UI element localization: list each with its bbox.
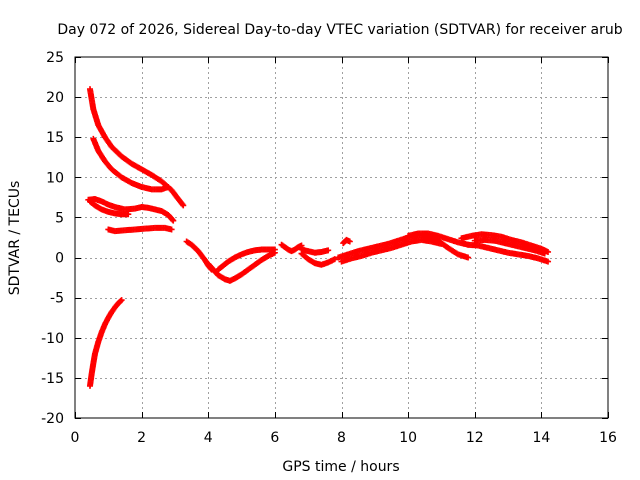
x-tick-label: 14 [532, 430, 550, 446]
data-series-track-6 [86, 297, 125, 389]
chart-title: Day 072 of 2026, Sidereal Day-to-day VTE… [57, 22, 622, 38]
x-tick-label: 2 [137, 430, 146, 446]
data-point [179, 201, 186, 208]
data-series-track-8 [205, 249, 278, 284]
data-series-track-14 [338, 236, 445, 265]
x-tick-labels: 0 2 4 6 8 10 12 14 16 [71, 430, 617, 446]
data-point [541, 250, 548, 257]
plot-frame [74, 56, 609, 419]
y-tick-label: 25 [46, 50, 64, 66]
y-tick-label: 20 [46, 90, 64, 106]
y-tick-label: 10 [46, 170, 64, 186]
grid-layer [75, 57, 608, 418]
x-axis-label: GPS time / hours [282, 459, 399, 475]
data-point [168, 226, 175, 233]
data-point [271, 246, 278, 253]
y-tick-label: 0 [55, 251, 64, 267]
data-point [331, 256, 338, 263]
data-series-track-9 [215, 246, 278, 273]
data-series-track-17 [458, 231, 552, 255]
data-point [165, 183, 172, 190]
data-point [545, 258, 552, 265]
data-point [325, 247, 332, 254]
data-point [169, 216, 176, 223]
x-tick-label: 16 [599, 430, 617, 446]
y-axis-label: SDTVAR / TECUs [7, 181, 23, 296]
data-series-track-11 [298, 250, 338, 268]
marks-layer [85, 86, 552, 389]
y-tick-label: -10 [41, 331, 64, 347]
x-tick-label: 4 [204, 430, 213, 446]
data-series-track-10 [278, 241, 305, 255]
y-tick-labels: -20 -15 -10 -5 0 5 10 15 20 25 [41, 50, 64, 427]
data-point [125, 211, 132, 218]
y-tick-label: 15 [46, 130, 64, 146]
data-point [180, 202, 187, 209]
x-tick-label: 0 [71, 430, 80, 446]
data-series-track-19 [471, 236, 548, 257]
data-series-track-3 [85, 195, 177, 224]
data-point [117, 297, 124, 304]
y-tick-label: -15 [41, 371, 64, 387]
data-point [438, 240, 445, 247]
data-point [118, 297, 125, 304]
x-tick-label: 12 [466, 430, 484, 446]
x-tick-label: 10 [399, 430, 417, 446]
data-point [170, 217, 177, 224]
y-tick-label: -20 [41, 411, 64, 427]
y-tick-label: 5 [55, 210, 64, 226]
x-tick-label: 8 [337, 430, 346, 446]
data-series-track-1 [86, 86, 187, 209]
data-series-track-2 [90, 135, 172, 193]
data-point [346, 238, 353, 245]
data-series-track-5 [105, 224, 175, 235]
data-series-track-12 [298, 246, 332, 256]
y-tick-label: -5 [50, 291, 64, 307]
tick-layer [75, 57, 609, 419]
x-tick-label: 6 [270, 430, 279, 446]
data-series-track-4 [86, 198, 132, 218]
data-series-track-16 [340, 236, 353, 247]
data-point [465, 254, 472, 261]
data-point [545, 248, 552, 255]
